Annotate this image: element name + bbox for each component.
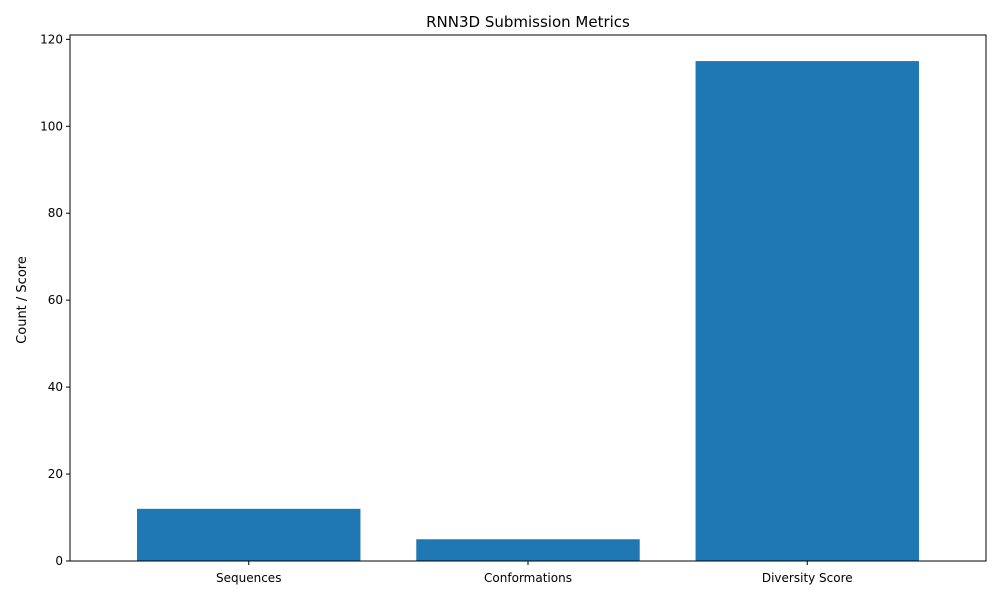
y-tick-label: 20	[48, 467, 63, 481]
chart-title: RNN3D Submission Metrics	[426, 13, 630, 31]
y-tick-label: 120	[40, 32, 63, 46]
y-tick-label: 80	[48, 206, 63, 220]
x-tick-label: Conformations	[484, 571, 572, 585]
plot-frame	[69, 34, 987, 562]
bar-conformations	[416, 539, 640, 561]
bar-sequences	[137, 508, 361, 561]
x-tick-label: Sequences	[216, 571, 281, 585]
y-axis-label: Count / Score	[15, 256, 30, 344]
y-tick-label: 100	[40, 119, 63, 133]
bars	[137, 61, 919, 562]
bar-diversity-score	[695, 61, 919, 562]
axis-ticks: Sequences Conformations Diversity Score 0 20…	[40, 32, 853, 585]
y-tick-label: 60	[48, 293, 63, 307]
x-tick-label: Diversity Score	[762, 571, 853, 585]
y-tick-label: 0	[55, 554, 63, 568]
y-tick-label: 40	[48, 380, 63, 394]
